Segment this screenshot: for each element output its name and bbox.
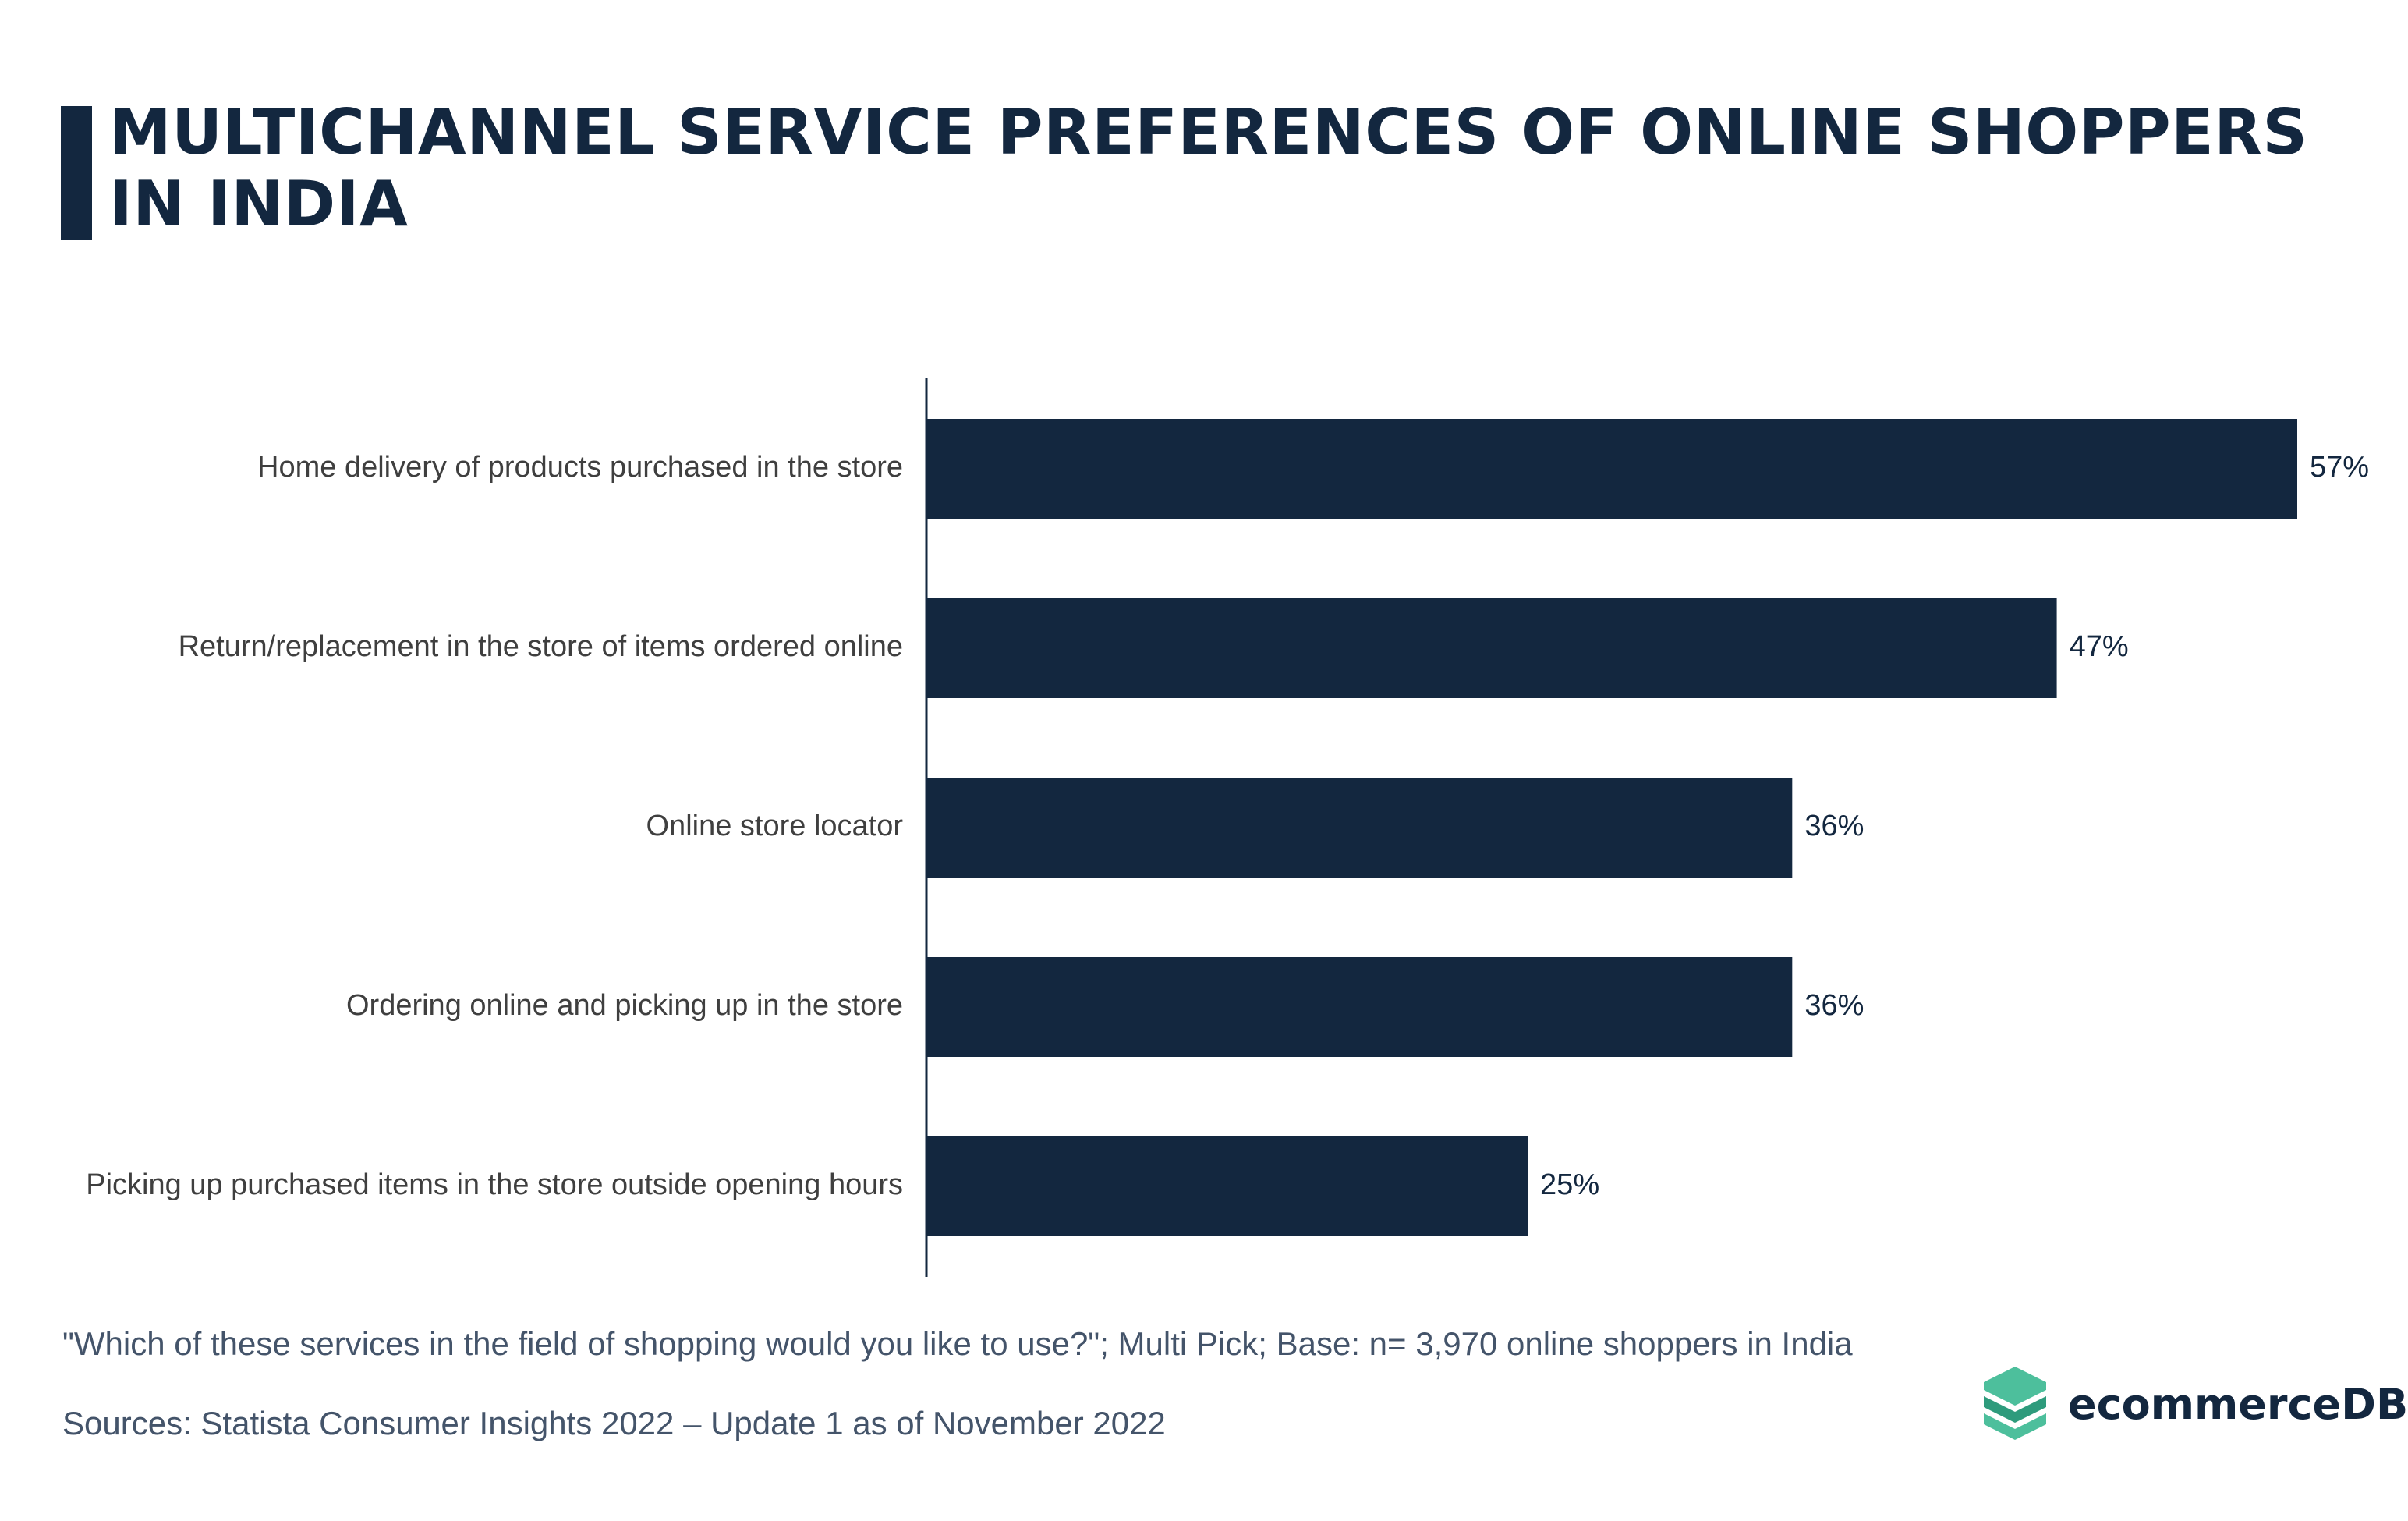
brand-name: ecommerceDB — [2068, 1379, 2408, 1429]
value-label-1: 57% — [2310, 451, 2369, 484]
category-label-5: Picking up purchased items in the store … — [86, 1168, 903, 1201]
bar-chart: Home delivery of products purchased in t… — [86, 378, 2369, 1277]
stacked-layers-icon — [1984, 1367, 2046, 1440]
category-label-2: Return/replacement in the store of items… — [179, 630, 903, 663]
source-note: Sources: Statista Consumer Insights 2022… — [62, 1405, 1166, 1441]
category-label-4: Ordering online and picking up in the st… — [346, 989, 903, 1022]
value-label-3: 36% — [1804, 810, 1864, 842]
value-label-5: 25% — [1540, 1168, 1599, 1201]
brand-logo: ecommerceDB — [1981, 1367, 2408, 1441]
survey-footnote: "Which of these services in the field of… — [62, 1325, 1853, 1362]
bar-3 — [926, 778, 1793, 878]
bar-4 — [926, 957, 1793, 1057]
bar-2 — [926, 598, 2057, 698]
chart-title: MULTICHANNEL SERVICE PREFERENCES OF ONLI… — [109, 96, 2308, 240]
bar-5 — [926, 1136, 1528, 1236]
bar-1 — [926, 419, 2297, 519]
value-label-4: 36% — [1804, 989, 1864, 1022]
category-label-1: Home delivery of products purchased in t… — [257, 451, 903, 484]
title-accent-bar — [61, 106, 92, 240]
value-label-2: 47% — [2070, 630, 2129, 663]
category-label-3: Online store locator — [646, 810, 904, 842]
